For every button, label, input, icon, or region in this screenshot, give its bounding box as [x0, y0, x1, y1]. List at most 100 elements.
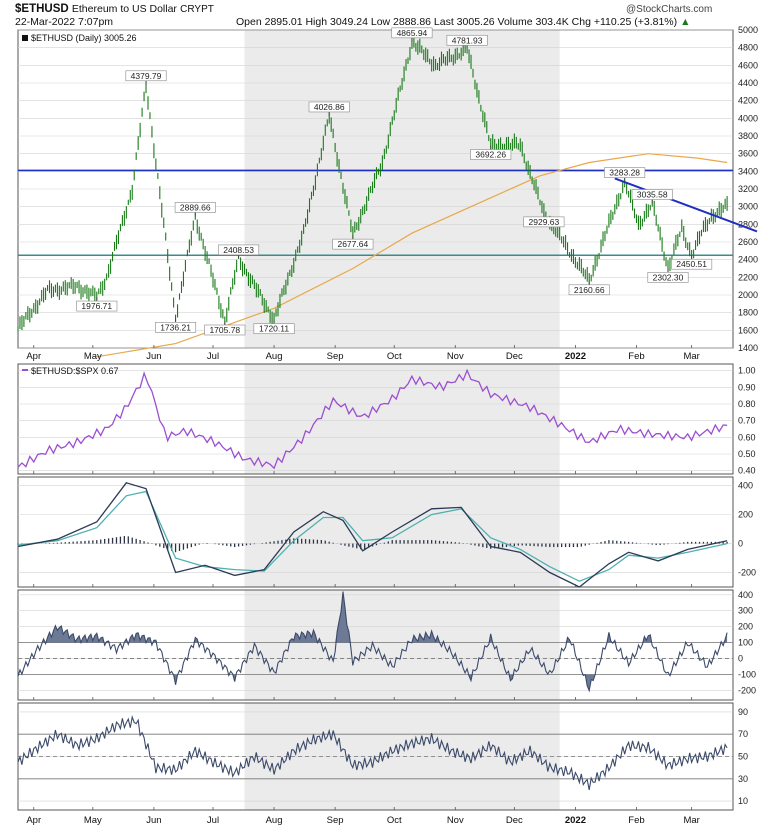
y-tick-label: 3400	[738, 166, 758, 176]
y-tick-label: 2000	[738, 290, 758, 300]
annotation-box	[332, 238, 374, 250]
y-tick-label: 2600	[738, 237, 758, 247]
price-annotation: 3035.58	[637, 190, 668, 200]
x-tick-label: Nov	[447, 351, 464, 362]
y-tick-label: 1800	[738, 308, 758, 318]
macd-line	[17, 482, 728, 588]
price-annotation: 2889.66	[180, 202, 211, 212]
price-annotation: 2929.63	[529, 217, 560, 227]
y-tick-label: 90	[738, 707, 748, 717]
y-tick-label: 70	[738, 729, 748, 739]
x-tick-label: Apr	[26, 351, 41, 362]
y-tick-label: 50	[738, 752, 748, 762]
price-annotation: 2160.66	[574, 285, 605, 295]
y-tick-label: 4400	[738, 78, 758, 88]
annotation-box	[523, 216, 565, 228]
annotation-box	[308, 101, 350, 113]
y-tick-label: 0	[738, 539, 743, 549]
price-annotation: 4379.79	[131, 71, 162, 81]
legend-bg	[20, 32, 170, 43]
y-tick-label: -200	[738, 685, 756, 695]
ma200-line	[96, 153, 728, 358]
trendline	[614, 177, 758, 233]
y-tick-label: 0.80	[738, 399, 756, 409]
price-annotation: 2408.53	[223, 245, 254, 255]
panel-shade-cci	[244, 590, 560, 700]
y-tick-label: 0	[738, 654, 743, 664]
annotation-box	[647, 271, 689, 283]
y-tick-label: 3200	[738, 184, 758, 194]
price-annotation: 1736.21	[160, 322, 191, 332]
y-tick-label: 2800	[738, 219, 758, 229]
y-tick-label: -100	[738, 669, 756, 679]
macd-signal-line	[17, 490, 728, 582]
panel-shade-ratio	[244, 364, 560, 474]
annotation-box	[631, 189, 673, 200]
ratio-legend-swatch	[22, 369, 28, 371]
y-tick-label: 400	[738, 590, 753, 600]
rsi-line	[17, 715, 728, 791]
x-tick-label: Aug	[266, 351, 283, 362]
annotation-box	[604, 167, 646, 178]
y-tick-label: 400	[738, 481, 753, 491]
y-tick-label: 5000	[738, 25, 758, 35]
price-legend: $ETHUSD (Daily) 3005.26	[31, 33, 137, 43]
x-tick-label: Jun	[146, 351, 161, 362]
y-tick-label: 0.70	[738, 416, 756, 426]
x-tick-label: Mar	[683, 815, 699, 826]
x-tick-label: Dec	[506, 815, 523, 826]
y-tick-label: 100	[738, 638, 753, 648]
exchange: CRYPT	[180, 4, 214, 15]
x-tick-label: Dec	[506, 351, 523, 362]
x-tick-label: Feb	[628, 815, 644, 826]
y-tick-label: 2200	[738, 272, 758, 282]
x-tick-label: May	[84, 351, 102, 362]
symbol: $ETHUSD	[15, 3, 69, 15]
price-annotation: 1720.11	[259, 324, 289, 334]
watermark: @StockCharts.com	[626, 4, 713, 15]
y-tick-label: 3000	[738, 202, 758, 212]
y-tick-label: 0.60	[738, 432, 756, 442]
y-tick-label: 0.90	[738, 382, 756, 392]
symbol-name: Ethereum to US Dollar	[71, 3, 177, 15]
ratio-line	[17, 368, 728, 470]
y-tick-label: 4200	[738, 96, 758, 106]
price-annotation: 1705.78	[209, 325, 240, 335]
annotation-box	[253, 323, 295, 335]
x-tick-label: Apr	[26, 815, 41, 826]
x-tick-label: May	[84, 815, 102, 826]
annotation-box	[204, 324, 246, 336]
ratio-legend: $ETHUSD:$SPX 0.67	[31, 366, 119, 376]
annotation-box	[174, 202, 216, 213]
x-tick-label: Feb	[628, 351, 644, 362]
x-tick-label: Jul	[207, 815, 219, 826]
y-tick-label: 300	[738, 606, 753, 616]
price-annotation: 4781.93	[452, 35, 483, 45]
x-tick-label: Oct	[387, 815, 402, 826]
price-annotation: 4865.94	[397, 28, 428, 38]
annotation-box	[671, 258, 713, 270]
annotation-box	[218, 244, 260, 256]
y-tick-label: 200	[738, 510, 753, 520]
x-tick-label: Nov	[447, 815, 464, 826]
y-tick-label: 10	[738, 796, 748, 806]
price-annotation: 2450.51	[676, 259, 707, 269]
x-tick-label: Aug	[266, 815, 283, 826]
annotation-box	[76, 300, 118, 312]
y-tick-label: 4600	[738, 60, 758, 70]
x-tick-label: Sep	[327, 351, 344, 362]
y-tick-label: 1600	[738, 325, 758, 335]
up-arrow-icon: ▲	[680, 16, 691, 28]
chart-datetime: 22-Mar-2022 7:07pm	[15, 16, 114, 28]
annotation-box	[125, 70, 167, 82]
x-tick-label: 2022	[565, 351, 586, 362]
x-tick-label: Sep	[327, 815, 344, 826]
annotation-box	[470, 149, 512, 160]
chart-title: $ETHUSD Ethereum to US Dollar CRYPT	[15, 2, 214, 17]
y-tick-label: 200	[738, 622, 753, 632]
x-tick-label: Oct	[387, 351, 402, 362]
y-tick-label: -200	[738, 568, 756, 578]
y-tick-label: 1.00	[738, 366, 756, 376]
